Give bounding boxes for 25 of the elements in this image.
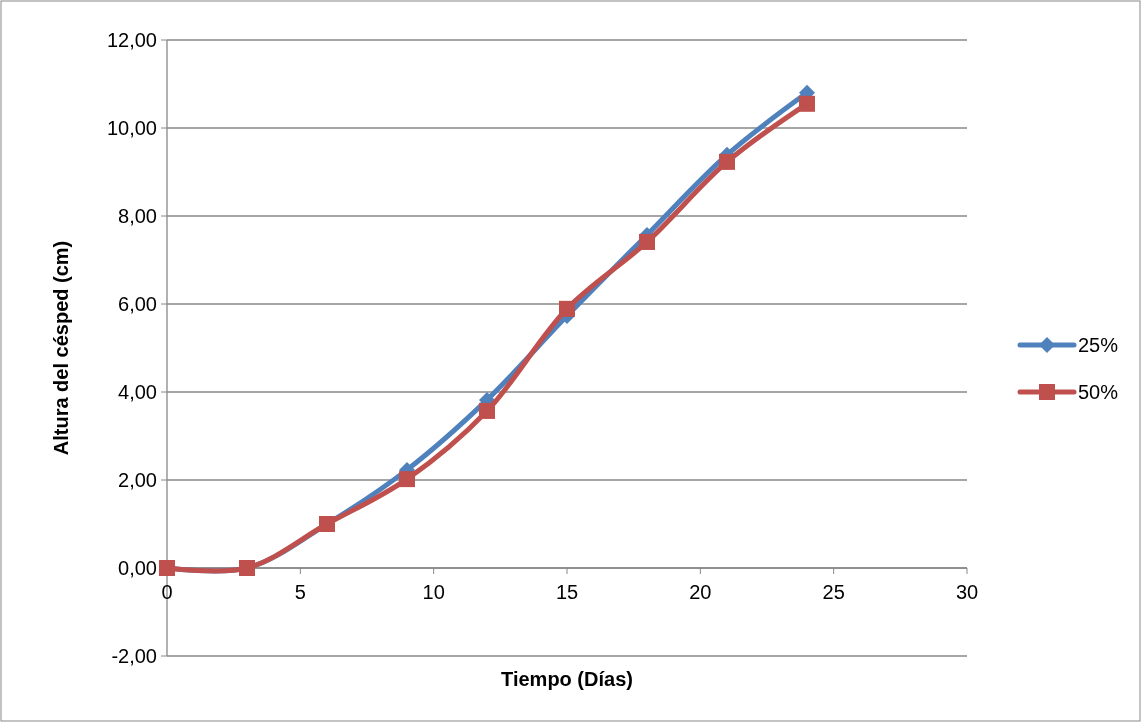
legend-label: 50% bbox=[1078, 381, 1119, 403]
y-axis-title: Altura del césped (cm) bbox=[50, 240, 72, 456]
y-tick-label: 12,00 bbox=[106, 29, 157, 51]
x-tick-label: 20 bbox=[689, 581, 712, 603]
x-axis-title: Tiempo (Días) bbox=[501, 668, 633, 690]
x-tick-label: 15 bbox=[555, 581, 579, 603]
y-tick-label: 8,00 bbox=[118, 205, 157, 227]
legend-label: 25% bbox=[1078, 334, 1119, 356]
y-tick-label: 10,00 bbox=[106, 117, 157, 139]
x-tick-label: 10 bbox=[422, 581, 445, 603]
point bbox=[559, 300, 575, 317]
point bbox=[399, 471, 415, 488]
point bbox=[639, 233, 655, 250]
x-tick-label: 0 bbox=[161, 581, 173, 603]
x-tick-label: 25 bbox=[822, 581, 845, 603]
y-tick-label: 4,00 bbox=[118, 381, 157, 403]
point bbox=[799, 95, 815, 112]
x-tick-label: 30 bbox=[955, 581, 979, 603]
point bbox=[479, 402, 495, 419]
point bbox=[719, 153, 735, 170]
y-tick-label: 6,00 bbox=[118, 293, 157, 315]
y-tick-label: -2,00 bbox=[111, 645, 157, 667]
y-tick-label: 2,00 bbox=[118, 469, 157, 491]
x-tick-label: 5 bbox=[294, 581, 306, 603]
y-tick-label: 0,00 bbox=[118, 557, 157, 579]
